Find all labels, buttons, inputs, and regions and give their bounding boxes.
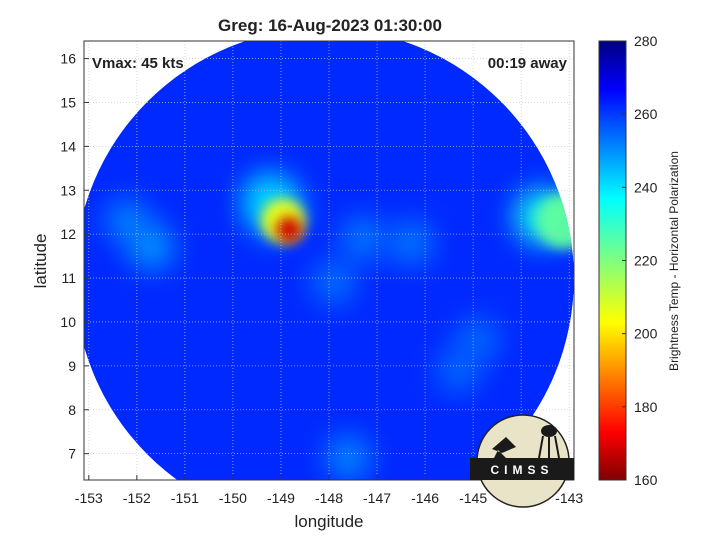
- x-tick-label: -148: [315, 490, 343, 506]
- brightness-feature: [388, 220, 433, 265]
- colorbar-tick-label: 200: [634, 326, 658, 342]
- colorbar-tick-label: 280: [634, 33, 658, 49]
- colorbar: 160 180 200 220 240 260 280 Brightness Temp - …: [598, 33, 681, 488]
- grid-lines: [84, 41, 574, 480]
- time-offset-annotation: 00:19 away: [488, 55, 568, 72]
- colorbar-label: Brightness Temp - Horizontal Polarizatio…: [667, 151, 681, 371]
- y-tick-label: 9: [68, 358, 76, 374]
- colorbar-tick-label: 160: [634, 472, 658, 488]
- x-tick-label: -143: [555, 490, 583, 506]
- logo-text: CIMSS: [490, 463, 553, 477]
- y-tick-label: 14: [60, 138, 76, 154]
- x-axis-label: longitude: [294, 512, 363, 531]
- x-tick-label: -149: [267, 490, 295, 506]
- brightness-feature: [536, 192, 574, 249]
- brightness-features: [105, 172, 574, 480]
- y-tick-label: 11: [61, 270, 76, 286]
- brightness-feature: [276, 216, 303, 243]
- y-tick-label: 13: [60, 182, 76, 198]
- x-tick-label: -146: [411, 490, 439, 506]
- y-tick-label: 15: [60, 94, 76, 110]
- colorbar-tick-label: 220: [634, 253, 658, 269]
- y-tick-label: 16: [60, 51, 76, 67]
- brightness-feature: [436, 348, 481, 393]
- brightness-feature: [326, 436, 371, 480]
- colorbar-tick-label: 260: [634, 106, 658, 122]
- brightness-feature: [340, 216, 385, 261]
- y-axis-label: latitude: [31, 234, 50, 289]
- colorbar-gradient: [598, 40, 627, 481]
- brightness-feature: [311, 260, 356, 305]
- y-tick-label: 12: [60, 226, 76, 242]
- x-tick-label: -151: [171, 490, 199, 506]
- chart-title: Greg: 16-Aug-2023 01:30:00: [218, 16, 442, 35]
- logo-banner: [470, 458, 574, 480]
- x-tick-label: -152: [123, 490, 151, 506]
- cimss-logo: CIMSS: [470, 414, 574, 508]
- x-tick-label: -150: [219, 490, 247, 506]
- plot-area: -153-152-151-150-149-148-147-146-145-144…: [60, 40, 583, 508]
- logo-tower-tank-icon: [541, 425, 557, 437]
- colorbar-ticks: 160 180 200 220 240 260 280: [622, 33, 658, 488]
- logo-tower-legs-icon: [538, 435, 560, 459]
- y-tick-label: 7: [68, 446, 76, 462]
- colorbar-tick-label: 180: [634, 399, 658, 415]
- y-axis-ticks: 7 8 9 10 11 12 13 14 15 16: [60, 51, 89, 462]
- y-tick-label: 10: [60, 314, 76, 330]
- vmax-annotation: Vmax: 45 kts: [92, 55, 184, 72]
- x-tick-label: -145: [459, 490, 487, 506]
- brightness-feature: [129, 225, 174, 270]
- x-tick-label: -147: [363, 490, 391, 506]
- x-tick-label: -153: [75, 490, 103, 506]
- colorbar-tick-label: 240: [634, 179, 658, 195]
- logo-dish-icon: [492, 437, 516, 458]
- y-tick-label: 8: [68, 402, 76, 418]
